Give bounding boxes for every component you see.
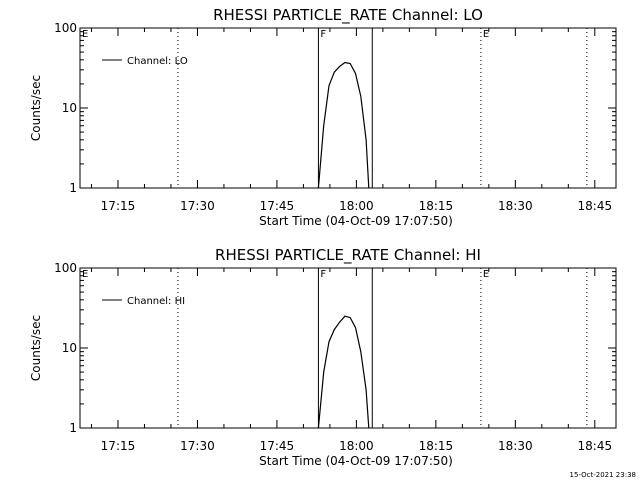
x-tick-label: 17:15 [101, 439, 136, 453]
panel-lo: RHESSI PARTICLE_RATE Channel: LO 1 10 100 17… [29, 6, 617, 228]
x-tick-label: 18:30 [498, 439, 533, 453]
marker-label: E [483, 29, 489, 40]
x-tick-label: 17:45 [260, 199, 295, 213]
plot-frame [79, 267, 617, 429]
series-line [317, 61, 370, 189]
marker-label: E [483, 269, 489, 280]
marker-label: F [320, 269, 326, 280]
x-tick-label: 17:30 [180, 439, 215, 453]
legend-label: Channel: LO [127, 56, 188, 67]
x-tick-label: 17:30 [180, 199, 215, 213]
chart-title: RHESSI PARTICLE_RATE Channel: HI [215, 246, 481, 265]
marker-label: F [320, 29, 326, 40]
y-tick-label: 10 [62, 341, 77, 355]
panel-hi: RHESSI PARTICLE_RATE Channel: HI 1 10 100 17… [29, 246, 617, 468]
y-axis-label: Counts/sec [29, 75, 43, 141]
y-tick-label: 100 [54, 261, 77, 275]
x-axis-label: Start Time (04-Oct-09 17:07:50) [259, 454, 453, 468]
x-axis-label: Start Time (04-Oct-09 17:07:50) [259, 214, 453, 228]
x-tick-label: 18:45 [578, 199, 613, 213]
x-tick-label: 18:30 [498, 199, 533, 213]
footer-timestamp: 15-Oct-2021 23:38 [570, 471, 636, 479]
x-tick-label: 18:15 [419, 439, 454, 453]
x-tick-label: 17:45 [260, 439, 295, 453]
marker-label: E [82, 29, 88, 40]
series-line [317, 315, 370, 429]
x-tick-label: 18:45 [578, 439, 613, 453]
x-tick-label: 18:00 [339, 439, 374, 453]
y-tick-label: 100 [54, 21, 77, 35]
x-tick-label: 18:15 [419, 199, 454, 213]
y-tick-label: 1 [69, 421, 77, 435]
y-tick-label: 10 [62, 101, 77, 115]
marker-label: E [82, 269, 88, 280]
x-tick-label: 18:00 [339, 199, 374, 213]
chart-title: RHESSI PARTICLE_RATE Channel: LO [213, 6, 483, 25]
plot-frame [79, 27, 617, 189]
y-axis-label: Counts/sec [29, 315, 43, 381]
legend-label: Channel: HI [127, 296, 185, 307]
x-tick-label: 17:15 [101, 199, 136, 213]
y-tick-label: 1 [69, 181, 77, 195]
